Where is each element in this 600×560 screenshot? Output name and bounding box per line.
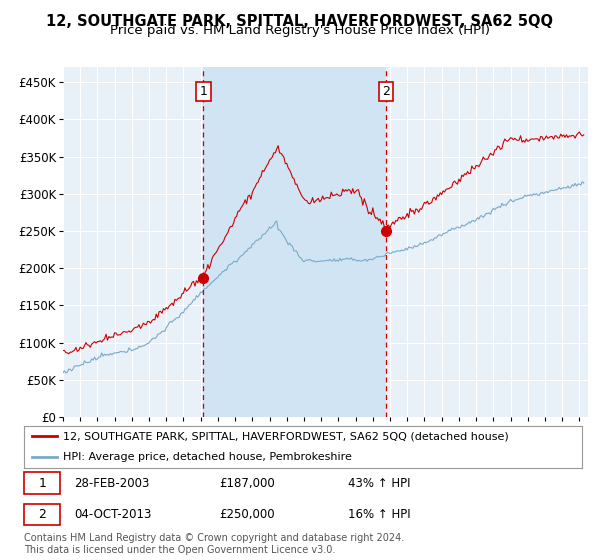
Text: 28-FEB-2003: 28-FEB-2003 bbox=[74, 477, 149, 490]
Text: 12, SOUTHGATE PARK, SPITTAL, HAVERFORDWEST, SA62 5QQ: 12, SOUTHGATE PARK, SPITTAL, HAVERFORDWE… bbox=[47, 14, 554, 29]
Text: 1: 1 bbox=[200, 85, 208, 98]
Bar bbox=[203, 67, 386, 417]
Text: 43% ↑ HPI: 43% ↑ HPI bbox=[347, 477, 410, 490]
Text: 2: 2 bbox=[382, 85, 389, 98]
Text: 2: 2 bbox=[38, 508, 46, 521]
Text: £250,000: £250,000 bbox=[220, 508, 275, 521]
Text: 16% ↑ HPI: 16% ↑ HPI bbox=[347, 508, 410, 521]
Text: 04-OCT-2013: 04-OCT-2013 bbox=[74, 508, 152, 521]
Text: 1: 1 bbox=[38, 477, 46, 490]
FancyBboxPatch shape bbox=[24, 473, 60, 494]
FancyBboxPatch shape bbox=[24, 503, 60, 525]
Text: £187,000: £187,000 bbox=[220, 477, 275, 490]
Text: HPI: Average price, detached house, Pembrokeshire: HPI: Average price, detached house, Pemb… bbox=[63, 452, 352, 462]
Text: 12, SOUTHGATE PARK, SPITTAL, HAVERFORDWEST, SA62 5QQ (detached house): 12, SOUTHGATE PARK, SPITTAL, HAVERFORDWE… bbox=[63, 431, 509, 441]
Text: Price paid vs. HM Land Registry's House Price Index (HPI): Price paid vs. HM Land Registry's House … bbox=[110, 24, 490, 37]
Text: Contains HM Land Registry data © Crown copyright and database right 2024.
This d: Contains HM Land Registry data © Crown c… bbox=[24, 533, 404, 555]
